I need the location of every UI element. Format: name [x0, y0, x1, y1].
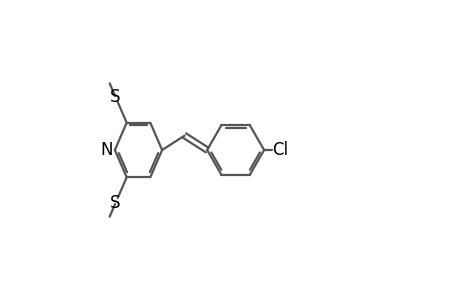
Text: S: S	[110, 88, 121, 106]
Text: S: S	[110, 194, 121, 212]
Text: Cl: Cl	[272, 141, 288, 159]
Text: N: N	[101, 141, 113, 159]
